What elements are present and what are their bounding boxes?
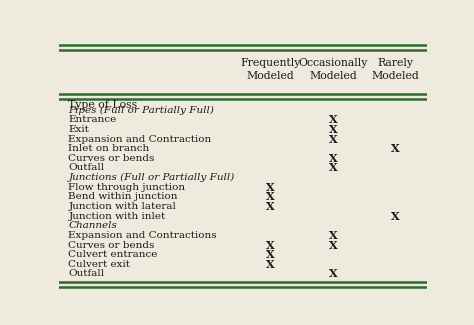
Text: X: X	[328, 153, 337, 164]
Text: Junctions (Full or Partially Full): Junctions (Full or Partially Full)	[68, 173, 235, 182]
Text: Junction with inlet: Junction with inlet	[68, 212, 166, 221]
Text: Culvert entrance: Culvert entrance	[68, 250, 158, 259]
Text: Curves or bends: Curves or bends	[68, 240, 155, 250]
Text: X: X	[328, 240, 337, 251]
Text: X: X	[328, 114, 337, 125]
Text: X: X	[266, 259, 275, 270]
Text: X: X	[328, 124, 337, 135]
Text: Channels: Channels	[68, 221, 117, 230]
Text: Outfall: Outfall	[68, 163, 105, 173]
Text: X: X	[328, 268, 337, 280]
Text: X: X	[391, 211, 400, 222]
Text: Culvert exit: Culvert exit	[68, 260, 130, 269]
Text: Outfall: Outfall	[68, 269, 105, 279]
Text: X: X	[266, 191, 275, 202]
Text: Rarely
Modeled: Rarely Modeled	[372, 58, 419, 81]
Text: X: X	[266, 240, 275, 251]
Text: Pipes (Full or Partially Full): Pipes (Full or Partially Full)	[68, 106, 214, 115]
Text: Occasionally
Modeled: Occasionally Modeled	[298, 58, 368, 81]
Text: Inlet on branch: Inlet on branch	[68, 144, 150, 153]
Text: Curves or bends: Curves or bends	[68, 154, 155, 163]
Text: Frequently
Modeled: Frequently Modeled	[240, 58, 301, 81]
Text: X: X	[266, 182, 275, 193]
Text: X: X	[328, 134, 337, 145]
Text: Exit: Exit	[68, 125, 89, 134]
Text: Expansion and Contraction: Expansion and Contraction	[68, 135, 212, 144]
Text: X: X	[328, 162, 337, 174]
Text: Junction with lateral: Junction with lateral	[68, 202, 176, 211]
Text: X: X	[328, 230, 337, 241]
Text: Type of Loss: Type of Loss	[68, 100, 137, 110]
Text: Entrance: Entrance	[68, 115, 117, 124]
Text: X: X	[266, 249, 275, 260]
Text: Flow through junction: Flow through junction	[68, 183, 185, 192]
Text: Bend within junction: Bend within junction	[68, 192, 178, 202]
Text: X: X	[391, 143, 400, 154]
Text: Expansion and Contractions: Expansion and Contractions	[68, 231, 217, 240]
Text: X: X	[266, 201, 275, 212]
